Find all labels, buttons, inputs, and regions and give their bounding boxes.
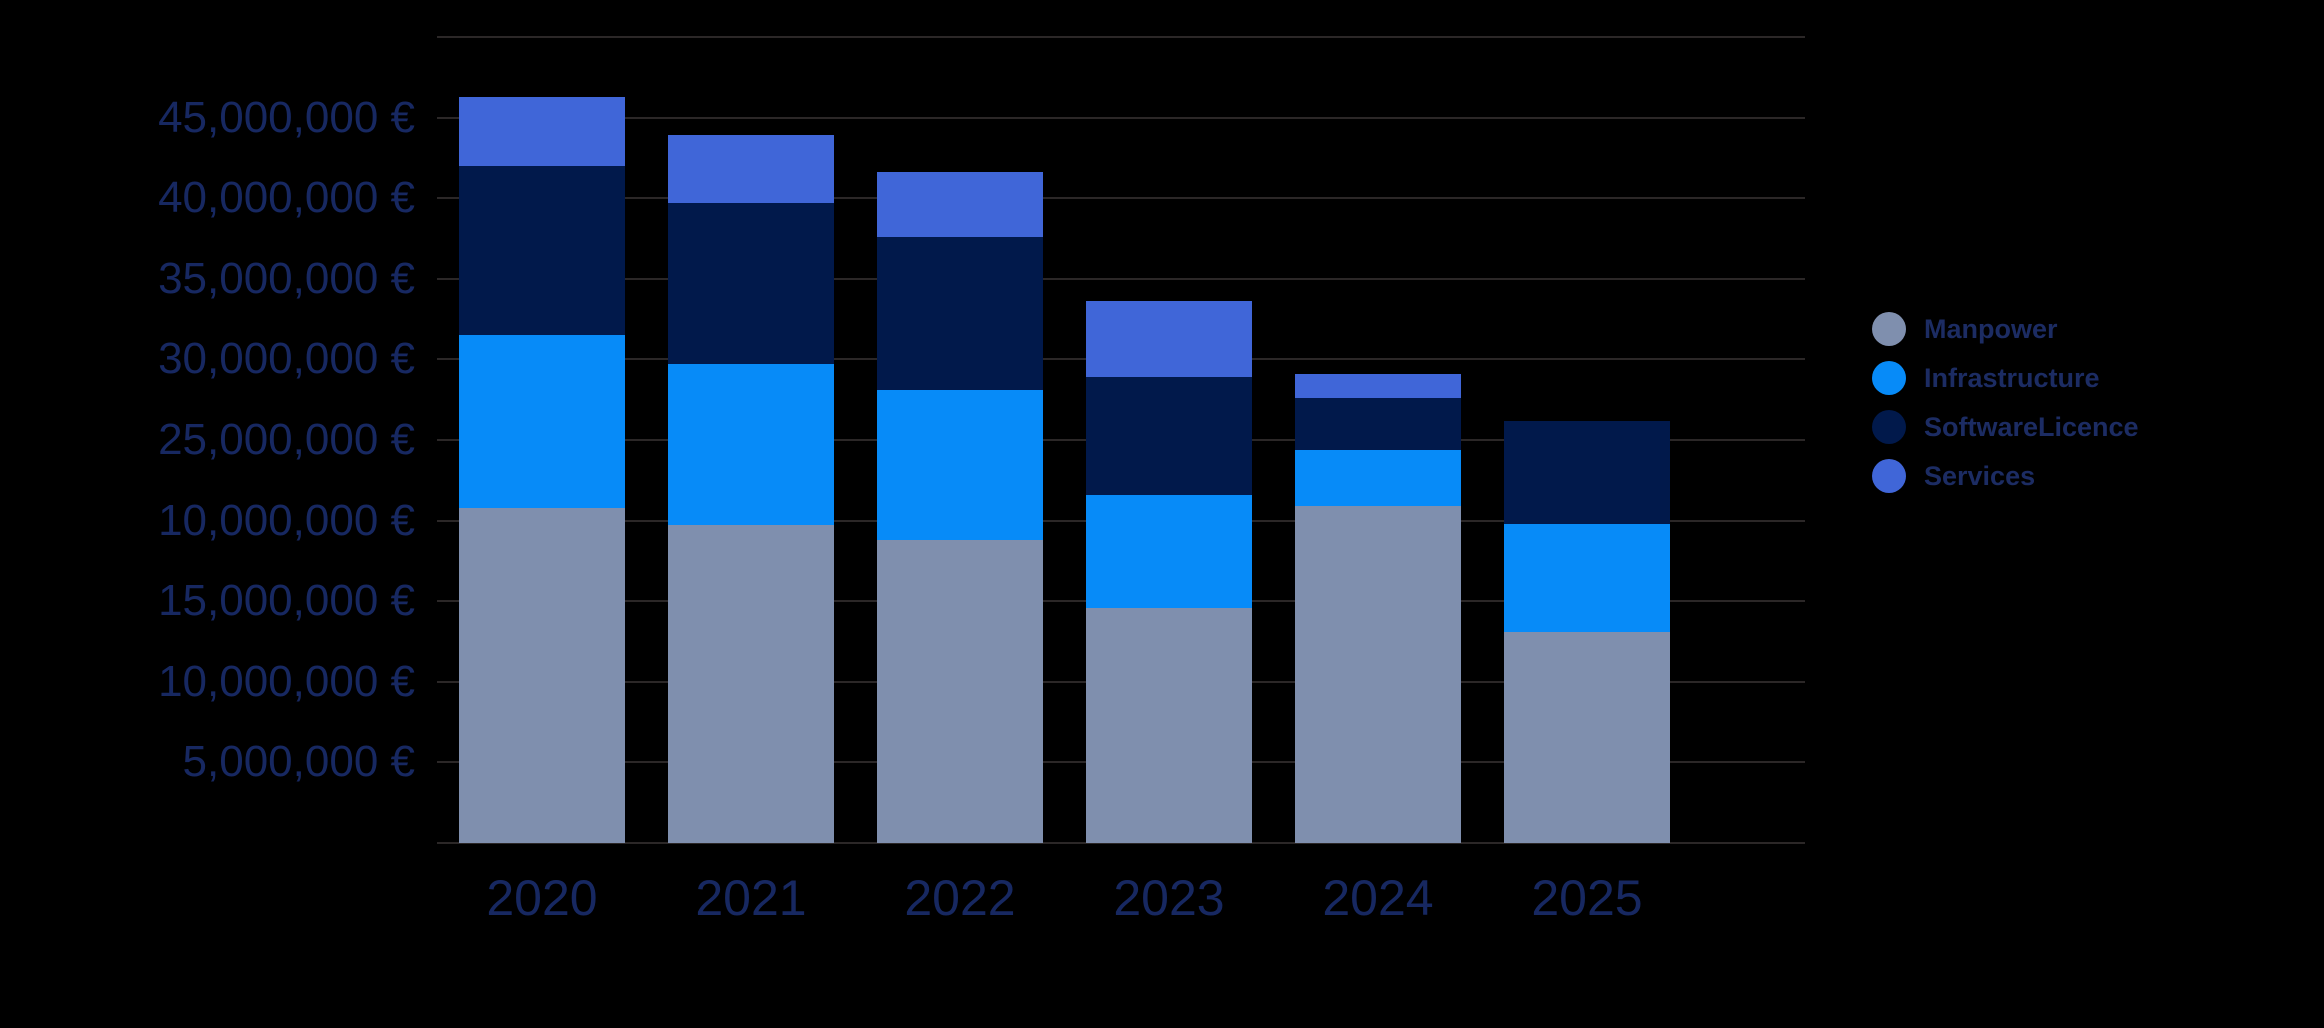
bar-segment-2020-softwarelicence bbox=[459, 166, 625, 336]
gridline bbox=[437, 36, 1805, 38]
bar-segment-2024-softwarelicence bbox=[1295, 398, 1461, 450]
bar-segment-2025-manpower bbox=[1504, 631, 1670, 843]
bar-segment-2024-services bbox=[1295, 373, 1461, 399]
bar-segment-2021-services bbox=[668, 135, 834, 204]
legend-label: Infrastructure bbox=[1924, 363, 2100, 393]
legend-dot-icon bbox=[1872, 459, 1906, 493]
legend-dot-icon bbox=[1872, 312, 1906, 346]
y-tick-label: 35,000,000 € bbox=[158, 253, 415, 303]
x-tick-label-2021: 2021 bbox=[695, 870, 807, 926]
bar-2024 bbox=[1295, 373, 1461, 843]
y-tick-label: 5,000,000 € bbox=[182, 737, 415, 787]
bar-segment-2025-softwarelicence bbox=[1504, 420, 1670, 524]
bar-segment-2020-services bbox=[459, 96, 625, 166]
bar-segment-2020-infrastructure bbox=[459, 335, 625, 508]
legend-item-infrastructure: Infrastructure bbox=[1872, 361, 2139, 395]
gridline bbox=[437, 277, 1805, 280]
bar-segment-2020-manpower bbox=[459, 507, 625, 843]
bar-segment-2023-softwarelicence bbox=[1086, 377, 1252, 495]
bar-2025 bbox=[1504, 420, 1670, 843]
y-tick-label: 10,000,000 € bbox=[158, 495, 415, 545]
legend-item-softwarelicence: SoftwareLicence bbox=[1872, 410, 2139, 444]
bar-2022 bbox=[877, 172, 1043, 843]
legend-item-services: Services bbox=[1872, 459, 2139, 493]
gridline bbox=[437, 842, 1805, 844]
x-tick-label-2024: 2024 bbox=[1322, 870, 1434, 926]
legend-label: Services bbox=[1924, 461, 2036, 491]
bar-segment-2025-infrastructure bbox=[1504, 523, 1670, 632]
plot-area bbox=[437, 36, 1805, 844]
bar-segment-2022-softwarelicence bbox=[877, 236, 1043, 391]
bar-2021 bbox=[668, 135, 834, 843]
legend-item-manpower: Manpower bbox=[1872, 312, 2139, 346]
bar-segment-2021-softwarelicence bbox=[668, 203, 834, 365]
legend-label: Manpower bbox=[1924, 314, 2058, 344]
bar-segment-2024-infrastructure bbox=[1295, 449, 1461, 507]
bar-segment-2023-infrastructure bbox=[1086, 494, 1252, 608]
chart-legend: Manpower Infrastructure SoftwareLicence Ser… bbox=[1872, 312, 2139, 493]
x-tick-label-2020: 2020 bbox=[486, 870, 598, 926]
legend-dot-icon bbox=[1872, 361, 1906, 395]
bar-2023 bbox=[1086, 301, 1252, 843]
bar-segment-2021-manpower bbox=[668, 525, 834, 843]
y-tick-label: 25,000,000 € bbox=[158, 415, 415, 464]
gridline bbox=[437, 116, 1805, 119]
bar-segment-2022-infrastructure bbox=[877, 390, 1043, 540]
bar-segment-2022-services bbox=[877, 172, 1043, 237]
bar-segment-2021-infrastructure bbox=[668, 364, 834, 526]
bar-segment-2024-manpower bbox=[1295, 506, 1461, 843]
x-tick-label-2022: 2022 bbox=[904, 870, 1016, 926]
bar-segment-2023-services bbox=[1086, 301, 1252, 378]
legend-label: SoftwareLicence bbox=[1924, 412, 2139, 442]
gridline bbox=[437, 197, 1805, 200]
legend-dot-icon bbox=[1872, 410, 1906, 444]
y-tick-label: 15,000,000 € bbox=[158, 576, 415, 626]
y-tick-label: 30,000,000 € bbox=[158, 334, 415, 384]
y-tick-label: 45,000,000 € bbox=[158, 92, 415, 142]
bar-segment-2023-manpower bbox=[1086, 607, 1252, 843]
bar-2020 bbox=[459, 96, 625, 843]
x-tick-label-2025: 2025 bbox=[1531, 870, 1643, 926]
x-tick-label-2023: 2023 bbox=[1113, 870, 1225, 926]
bar-segment-2022-manpower bbox=[877, 539, 1043, 843]
y-tick-label: 10,000,000 € bbox=[158, 656, 415, 706]
y-tick-label: 40,000,000 € bbox=[158, 173, 415, 223]
